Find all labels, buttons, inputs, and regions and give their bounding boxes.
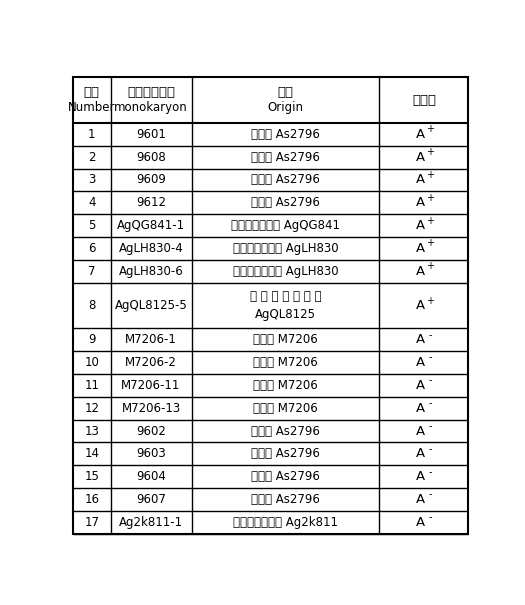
Text: 分离自 M7206: 分离自 M7206 [253, 402, 318, 415]
Text: 分离自 M7206: 分离自 M7206 [253, 333, 318, 346]
Text: 分离自 As2796: 分离自 As2796 [251, 174, 320, 186]
Text: +: + [426, 215, 434, 226]
Text: A: A [416, 128, 425, 141]
Text: 分离自野生菌株 Ag2k811: 分离自野生菌株 Ag2k811 [233, 516, 338, 529]
Text: -: - [428, 353, 432, 362]
Text: 16: 16 [84, 493, 99, 506]
Text: 8: 8 [88, 299, 96, 312]
Text: M7206-1: M7206-1 [125, 333, 177, 346]
Text: 分离自野生菌株 AgLH830: 分离自野生菌株 AgLH830 [233, 265, 338, 278]
Text: 9: 9 [88, 333, 96, 346]
Text: 分离自 As2796: 分离自 As2796 [251, 128, 320, 141]
Text: +: + [426, 295, 434, 306]
Text: 9601: 9601 [136, 128, 166, 141]
Text: 来源: 来源 [278, 87, 293, 99]
Text: 分 离 自 野 生 菌 株: 分 离 自 野 生 菌 株 [250, 290, 321, 303]
Text: 9603: 9603 [136, 448, 166, 460]
Text: +: + [426, 170, 434, 180]
Text: -: - [428, 375, 432, 385]
Text: 分离自 As2796: 分离自 As2796 [251, 470, 320, 483]
Text: 7: 7 [88, 265, 96, 278]
Text: 17: 17 [84, 516, 99, 529]
Text: 6: 6 [88, 242, 96, 255]
Text: monokaryon: monokaryon [114, 101, 188, 114]
Text: 分离自野生菌株 AgQG841: 分离自野生菌株 AgQG841 [231, 219, 340, 232]
Text: +: + [426, 193, 434, 203]
Text: M7206-2: M7206-2 [125, 356, 177, 369]
Text: Ag2k811-1: Ag2k811-1 [119, 516, 183, 529]
Text: 不育单孢菌株: 不育单孢菌株 [127, 87, 175, 99]
Text: 分离自 As2796: 分离自 As2796 [251, 151, 320, 163]
Text: 分离自 M7206: 分离自 M7206 [253, 379, 318, 392]
Text: A: A [416, 516, 425, 529]
Text: Origin: Origin [268, 101, 303, 114]
Text: -: - [428, 489, 432, 500]
Text: M7206-11: M7206-11 [121, 379, 181, 392]
Text: 分离自野生菌株 AgLH830: 分离自野生菌株 AgLH830 [233, 242, 338, 255]
Text: -: - [428, 444, 432, 454]
Text: 1: 1 [88, 128, 96, 141]
Text: A: A [416, 333, 425, 346]
Text: 9609: 9609 [136, 174, 166, 186]
Text: A: A [416, 356, 425, 369]
Text: M7206-13: M7206-13 [121, 402, 181, 415]
Text: A: A [416, 299, 425, 312]
Text: A: A [416, 470, 425, 483]
Text: 12: 12 [84, 402, 99, 415]
Text: A: A [416, 379, 425, 392]
Text: 9608: 9608 [136, 151, 166, 163]
Text: -: - [428, 398, 432, 408]
Text: 交配型: 交配型 [412, 94, 436, 106]
Text: 分离自 As2796: 分离自 As2796 [251, 493, 320, 506]
Text: 4: 4 [88, 196, 96, 209]
Text: +: + [426, 147, 434, 157]
Text: AgLH830-4: AgLH830-4 [119, 242, 183, 255]
Text: 2: 2 [88, 151, 96, 163]
Text: 分离自 M7206: 分离自 M7206 [253, 356, 318, 369]
Text: AgLH830-6: AgLH830-6 [119, 265, 183, 278]
Text: 9602: 9602 [136, 425, 166, 437]
Text: -: - [428, 512, 432, 522]
Text: 5: 5 [88, 219, 96, 232]
Text: A: A [416, 196, 425, 209]
Text: 13: 13 [85, 425, 99, 437]
Text: A: A [416, 174, 425, 186]
Text: -: - [428, 330, 432, 340]
Text: 9604: 9604 [136, 470, 166, 483]
Text: 分离自 As2796: 分离自 As2796 [251, 196, 320, 209]
Text: 分离自 As2796: 分离自 As2796 [251, 425, 320, 437]
Text: Number: Number [68, 101, 116, 114]
Text: 分离自 As2796: 分离自 As2796 [251, 448, 320, 460]
Text: +: + [426, 124, 434, 134]
Text: 9607: 9607 [136, 493, 166, 506]
Text: 3: 3 [88, 174, 96, 186]
Text: 10: 10 [85, 356, 99, 369]
Text: A: A [416, 242, 425, 255]
Text: 编号: 编号 [83, 87, 100, 99]
Text: A: A [416, 151, 425, 163]
Text: -: - [428, 466, 432, 477]
Text: A: A [416, 265, 425, 278]
Text: -: - [428, 421, 432, 431]
Text: +: + [426, 238, 434, 249]
Text: A: A [416, 448, 425, 460]
Text: AgQG841-1: AgQG841-1 [117, 219, 185, 232]
Text: 14: 14 [84, 448, 99, 460]
Text: A: A [416, 219, 425, 232]
Text: AgQL8125-5: AgQL8125-5 [114, 299, 187, 312]
Text: AgQL8125: AgQL8125 [255, 308, 316, 321]
Text: 15: 15 [85, 470, 99, 483]
Text: +: + [426, 261, 434, 271]
Text: A: A [416, 493, 425, 506]
Text: A: A [416, 425, 425, 437]
Text: 11: 11 [84, 379, 99, 392]
Text: A: A [416, 402, 425, 415]
Text: 9612: 9612 [136, 196, 166, 209]
